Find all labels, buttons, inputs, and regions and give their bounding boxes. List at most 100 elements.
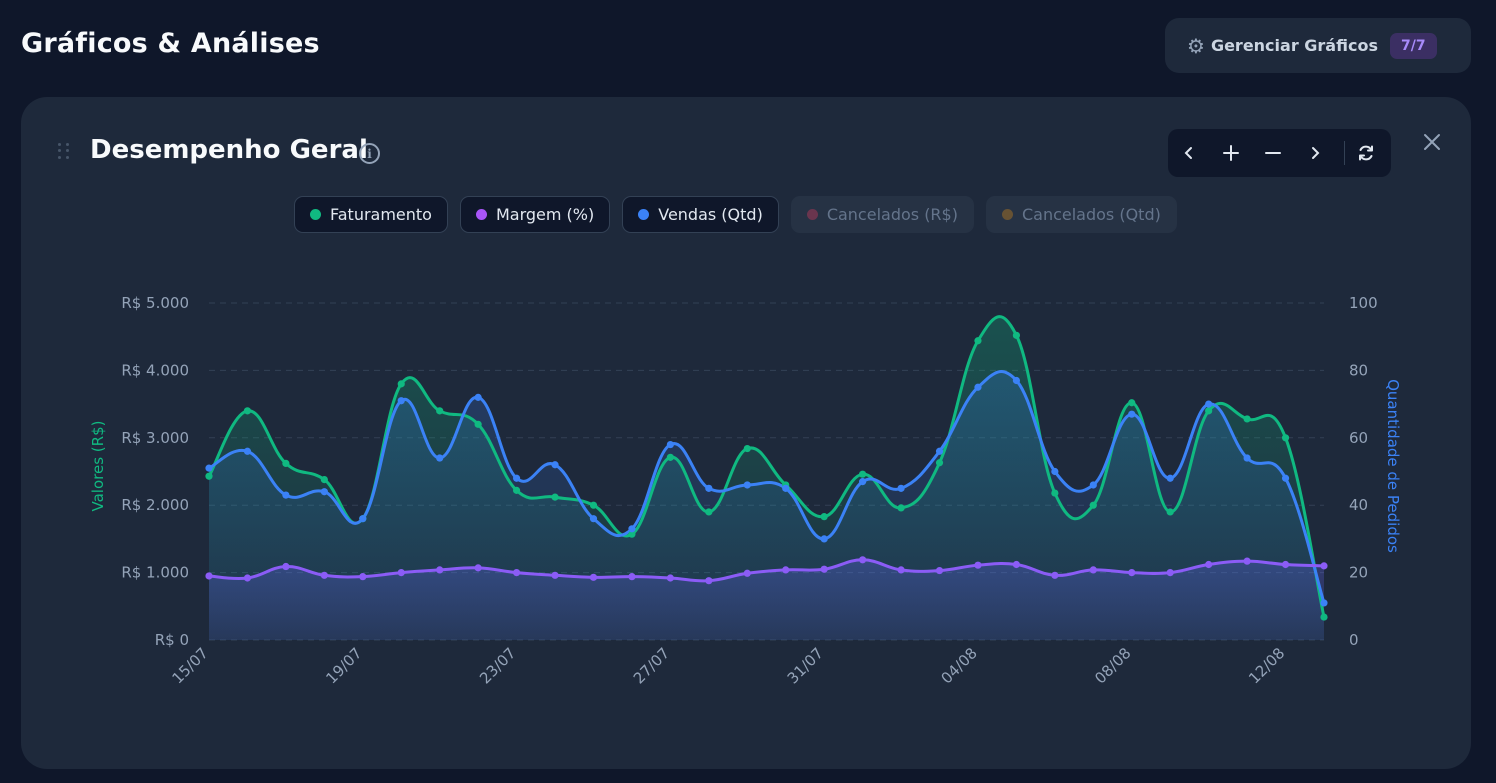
point-faturamento[interactable]	[1089, 501, 1097, 509]
point-margem[interactable]	[1128, 569, 1136, 577]
point-faturamento[interactable]	[935, 459, 944, 467]
point-faturamento[interactable]	[820, 513, 828, 521]
point-faturamento[interactable]	[512, 486, 521, 494]
point-vendas[interactable]	[897, 484, 905, 492]
point-vendas[interactable]	[205, 464, 213, 472]
point-vendas[interactable]	[1051, 467, 1059, 476]
point-faturamento[interactable]	[243, 407, 252, 415]
point-faturamento[interactable]	[1281, 434, 1290, 442]
point-faturamento[interactable]	[397, 380, 405, 388]
point-faturamento[interactable]	[1243, 415, 1251, 423]
info-icon[interactable]: i	[359, 143, 380, 164]
point-margem[interactable]	[705, 577, 713, 585]
reset-zoom-button[interactable]	[1345, 129, 1387, 177]
point-faturamento[interactable]	[1166, 508, 1174, 516]
point-margem[interactable]	[1243, 557, 1251, 565]
point-margem[interactable]	[551, 571, 559, 579]
point-faturamento[interactable]	[705, 508, 713, 516]
point-faturamento[interactable]	[1012, 331, 1021, 339]
legend-item-cancelados-qtd[interactable]: Cancelados (Qtd)	[985, 196, 1177, 233]
point-faturamento[interactable]	[974, 337, 982, 345]
manage-charts-button[interactable]: ⚙ Gerenciar Gráficos 7/7	[1165, 18, 1471, 73]
point-vendas[interactable]	[1012, 376, 1021, 385]
point-margem[interactable]	[782, 566, 790, 574]
point-margem[interactable]	[512, 569, 521, 577]
zoom-in-button[interactable]	[1210, 129, 1252, 177]
point-margem[interactable]	[1012, 560, 1021, 569]
point-faturamento[interactable]	[743, 444, 751, 453]
point-vendas[interactable]	[974, 383, 982, 391]
point-faturamento[interactable]	[1205, 407, 1213, 415]
legend-item-faturamento[interactable]: Faturamento	[294, 196, 448, 233]
point-vendas[interactable]	[859, 478, 867, 486]
point-margem[interactable]	[205, 572, 213, 580]
point-vendas[interactable]	[935, 447, 944, 455]
point-margem[interactable]	[474, 564, 482, 572]
point-margem[interactable]	[1205, 560, 1213, 569]
point-margem[interactable]	[320, 571, 328, 579]
point-faturamento[interactable]	[436, 407, 444, 415]
point-vendas[interactable]	[359, 515, 367, 523]
point-faturamento[interactable]	[474, 420, 482, 428]
point-vendas[interactable]	[1281, 474, 1290, 482]
point-margem[interactable]	[974, 561, 982, 569]
point-margem[interactable]	[436, 566, 444, 574]
point-faturamento[interactable]	[205, 472, 213, 480]
point-margem[interactable]	[397, 569, 405, 577]
legend-item-vendas[interactable]: Vendas (Qtd)	[622, 196, 779, 233]
point-faturamento[interactable]	[282, 459, 290, 468]
point-vendas[interactable]	[1243, 454, 1251, 462]
point-margem[interactable]	[1281, 560, 1290, 569]
point-vendas[interactable]	[705, 484, 713, 492]
point-margem[interactable]	[935, 566, 944, 575]
point-margem[interactable]	[1089, 566, 1097, 574]
point-faturamento[interactable]	[897, 504, 905, 512]
point-margem[interactable]	[1320, 562, 1328, 570]
point-vendas[interactable]	[512, 474, 521, 482]
point-margem[interactable]	[359, 573, 367, 581]
point-vendas[interactable]	[1320, 599, 1328, 607]
pan-right-button[interactable]	[1294, 129, 1336, 177]
point-vendas[interactable]	[474, 393, 482, 401]
point-margem[interactable]	[666, 574, 674, 582]
point-vendas[interactable]	[782, 484, 790, 492]
point-margem[interactable]	[1166, 569, 1174, 577]
point-faturamento[interactable]	[628, 530, 636, 538]
point-margem[interactable]	[243, 574, 252, 582]
point-margem[interactable]	[743, 569, 751, 577]
point-vendas[interactable]	[320, 488, 328, 496]
point-vendas[interactable]	[820, 535, 828, 543]
point-vendas[interactable]	[282, 491, 290, 499]
point-vendas[interactable]	[1166, 474, 1174, 482]
point-faturamento[interactable]	[551, 493, 559, 501]
point-margem[interactable]	[897, 566, 905, 574]
point-margem[interactable]	[589, 573, 598, 581]
point-vendas[interactable]	[397, 397, 405, 405]
point-margem[interactable]	[1051, 571, 1059, 579]
point-faturamento[interactable]	[320, 475, 328, 484]
point-faturamento[interactable]	[666, 453, 674, 461]
close-chart-button[interactable]	[1419, 129, 1445, 155]
point-vendas[interactable]	[243, 447, 252, 455]
legend-item-margem[interactable]: Margem (%)	[459, 196, 611, 233]
point-vendas[interactable]	[1205, 400, 1213, 408]
point-faturamento[interactable]	[1320, 613, 1328, 621]
point-vendas[interactable]	[666, 440, 674, 449]
point-faturamento[interactable]	[1051, 489, 1059, 497]
point-vendas[interactable]	[436, 454, 444, 462]
point-vendas[interactable]	[1128, 410, 1136, 418]
point-margem[interactable]	[282, 562, 290, 571]
point-faturamento[interactable]	[859, 470, 867, 478]
pan-left-button[interactable]	[1168, 129, 1210, 177]
point-faturamento[interactable]	[1128, 399, 1136, 407]
point-vendas[interactable]	[551, 461, 559, 469]
point-vendas[interactable]	[1089, 481, 1097, 489]
point-margem[interactable]	[628, 573, 636, 581]
drag-handle-icon[interactable]	[58, 143, 70, 159]
legend-item-cancelados-valor[interactable]: Cancelados (R$)	[790, 196, 974, 233]
point-vendas[interactable]	[628, 525, 636, 533]
point-vendas[interactable]	[743, 481, 751, 489]
point-vendas[interactable]	[589, 515, 598, 523]
zoom-out-button[interactable]	[1252, 129, 1294, 177]
